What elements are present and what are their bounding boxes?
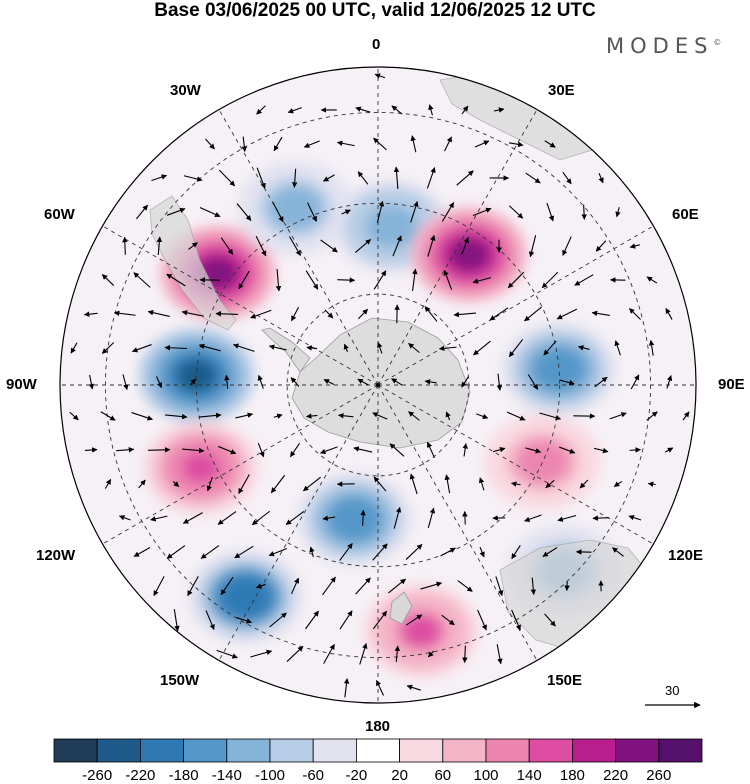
wind-arrow: [630, 450, 641, 451]
wind-arrow: [148, 450, 170, 451]
wind-arrow: [125, 237, 126, 254]
label-30w: 30W: [170, 83, 201, 99]
anomaly-contour: [451, 240, 488, 271]
colorbar-tick-label: -60: [302, 767, 324, 784]
colorbar-tick-label: 140: [517, 767, 542, 784]
colorbar-swatch: [659, 739, 702, 762]
colorbar-tick-label: -220: [125, 767, 155, 784]
wind-arrow: [363, 510, 364, 525]
colorbar-swatch: [54, 739, 97, 762]
label-30e: 30E: [548, 83, 575, 99]
colorbar-tick-label: -140: [212, 767, 242, 784]
south-pole-marker: [376, 383, 380, 387]
label-150e: 150E: [547, 673, 582, 689]
label-180: 180: [365, 719, 390, 735]
colorbar-tick-label: 260: [646, 767, 671, 784]
colorbar-swatch: [616, 739, 659, 762]
anomaly-contour: [524, 447, 561, 478]
anomaly-contour: [182, 452, 219, 483]
colorbar-swatch: [443, 739, 486, 762]
label-60w: 60W: [44, 207, 75, 223]
colorbar-tick-label: 20: [391, 767, 408, 784]
colorbar-swatch: [486, 739, 529, 762]
colorbar-swatch: [97, 739, 140, 762]
colorbar-tick-label: 180: [560, 767, 585, 784]
colorbar-swatch: [529, 739, 572, 762]
colorbar-tick-label: -260: [82, 767, 112, 784]
colorbar-tick-label: -180: [169, 767, 199, 784]
colorbar-tick-label: 220: [603, 767, 628, 784]
colorbar-tick-label: 100: [473, 767, 498, 784]
anomaly-contour: [403, 616, 440, 647]
colorbar-swatch: [400, 739, 443, 762]
colorbar: [54, 739, 702, 762]
label-150w: 150W: [160, 673, 199, 689]
label-120e: 120E: [668, 548, 703, 564]
anomaly-contour: [540, 354, 577, 385]
label-90e: 90E: [718, 377, 745, 393]
colorbar-tick-label: 60: [434, 767, 451, 784]
wind-arrow: [584, 205, 585, 220]
colorbar-swatch: [356, 739, 399, 762]
label-90w: 90W: [6, 377, 37, 393]
colorbar-swatch: [313, 739, 356, 762]
colorbar-swatch: [270, 739, 313, 762]
colorbar-swatch: [227, 739, 270, 762]
colorbar-swatch: [184, 739, 227, 762]
map-disk: [50, 60, 710, 720]
anomaly-contour: [277, 193, 314, 224]
wind-arrow: [593, 518, 609, 519]
anomaly-contour: [336, 504, 373, 535]
colorbar-swatch: [572, 739, 615, 762]
label-0: 0: [372, 37, 380, 53]
colorbar-tick-label: -20: [346, 767, 368, 784]
vector-scale-label: 30: [665, 683, 679, 698]
anomaly-contour: [227, 582, 264, 613]
label-120w: 120W: [36, 548, 75, 564]
wind-arrow: [337, 280, 354, 281]
colorbar-swatch: [140, 739, 183, 762]
wind-arrow: [465, 512, 466, 525]
label-60e: 60E: [672, 207, 699, 223]
colorbar-tick-label: -100: [255, 767, 285, 784]
